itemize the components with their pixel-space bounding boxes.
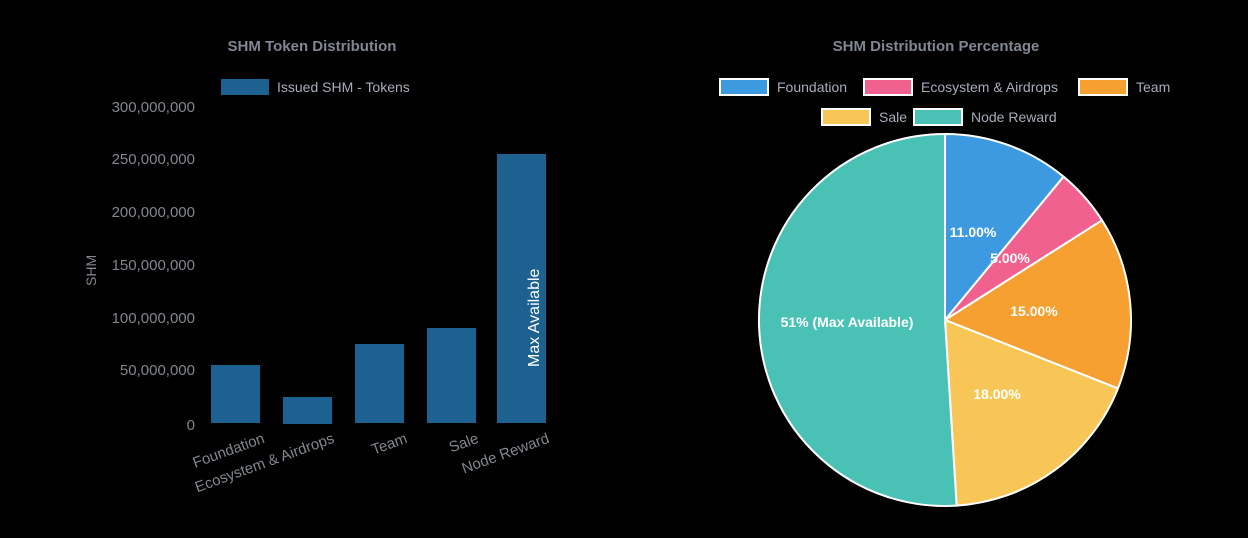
svg-text:15.00%: 15.00%	[1010, 303, 1058, 319]
svg-text:5.00%: 5.00%	[990, 250, 1030, 266]
svg-text:11.00%: 11.00%	[950, 224, 997, 240]
svg-text:51% (Max Available): 51% (Max Available)	[781, 314, 914, 330]
svg-text:18.00%: 18.00%	[973, 386, 1021, 402]
